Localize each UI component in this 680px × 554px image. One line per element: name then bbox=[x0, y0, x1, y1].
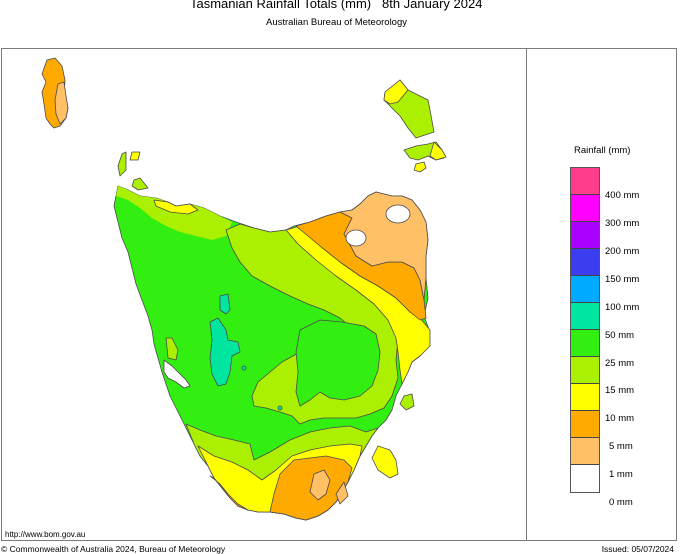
copyright-notice: © Commonwealth of Australia 2024, Bureau… bbox=[1, 544, 226, 554]
legend-swatch-1 bbox=[571, 438, 599, 465]
legend-swatch-400plus bbox=[571, 168, 599, 195]
legend-swatch-300 bbox=[571, 195, 599, 222]
legend-swatch-25 bbox=[571, 330, 599, 357]
title-date: 8th January 2024 bbox=[382, 0, 483, 11]
title-text: Tasmanian Rainfall Totals (mm) bbox=[190, 0, 372, 11]
legend-label-10: 10 mm bbox=[605, 413, 635, 424]
legend-swatch-15 bbox=[571, 357, 599, 384]
legend-swatch-0 bbox=[571, 465, 599, 492]
issued-date: Issued: 05/07/2024 bbox=[601, 544, 674, 554]
legend-label-0: 0 mm bbox=[609, 497, 633, 508]
legend-label-300: 300 mm bbox=[605, 218, 640, 229]
legend-swatch-150 bbox=[571, 249, 599, 276]
chart-title: Tasmanian Rainfall Totals (mm) 8th Janua… bbox=[0, 0, 680, 14]
legend-swatch-5 bbox=[571, 411, 599, 438]
legend-label-100: 100 mm bbox=[605, 302, 640, 313]
legend-color-bar bbox=[570, 167, 600, 493]
legend-label-25: 25 mm bbox=[605, 358, 635, 369]
legend-label-50: 50 mm bbox=[605, 330, 635, 341]
legend-label-150: 150 mm bbox=[605, 274, 640, 285]
legend-swatch-200 bbox=[571, 222, 599, 249]
chart-subtitle: Australian Bureau of Meteorology bbox=[266, 17, 407, 28]
legend-label-15: 15 mm bbox=[605, 385, 635, 396]
legend-title: Rainfall (mm) bbox=[574, 145, 631, 156]
map-frame bbox=[1, 48, 677, 541]
legend-divider bbox=[526, 48, 527, 541]
legend-label-5: 5 mm bbox=[609, 441, 633, 452]
legend-label-1: 1 mm bbox=[609, 469, 633, 480]
bom-url-link[interactable]: http://www.bom.gov.au bbox=[5, 530, 86, 539]
legend-swatch-50 bbox=[571, 303, 599, 330]
legend-swatch-100 bbox=[571, 276, 599, 303]
legend-swatch-10 bbox=[571, 384, 599, 411]
legend-label-400: 400 mm bbox=[605, 190, 640, 201]
rainfall-map bbox=[41, 57, 447, 521]
legend-label-200: 200 mm bbox=[605, 246, 640, 257]
